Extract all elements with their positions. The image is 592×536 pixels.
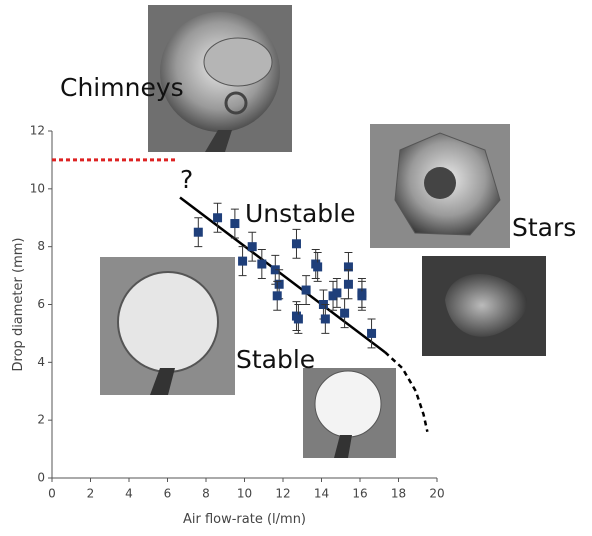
x-tick-label: 6 <box>164 487 172 501</box>
x-tick-label: 18 <box>391 487 406 501</box>
data-point <box>367 328 377 338</box>
y-tick-label: 6 <box>37 297 45 311</box>
x-tick-label: 8 <box>202 487 210 501</box>
data-point <box>238 256 248 266</box>
y-tick-label: 2 <box>37 413 45 427</box>
data-point <box>313 262 323 272</box>
x-axis-label: Air flow-rate (l/mn) <box>183 512 306 527</box>
x-tick-label: 0 <box>48 487 56 501</box>
y-tick-label: 0 <box>37 471 45 485</box>
x-tick-label: 4 <box>125 487 133 501</box>
data-point <box>332 288 342 298</box>
data-point <box>213 213 223 223</box>
annotation: Stable <box>236 345 315 374</box>
annotation: Unstable <box>245 199 356 228</box>
data-point <box>230 219 240 229</box>
photo-chimneys <box>148 5 292 152</box>
x-tick-label: 14 <box>314 487 329 501</box>
data-point <box>343 279 353 289</box>
photo-stable-2 <box>303 368 396 458</box>
data-point <box>340 308 350 318</box>
data-point <box>291 239 301 249</box>
data-point <box>257 259 267 269</box>
annotation: ? <box>180 165 193 194</box>
data-point <box>301 285 311 295</box>
data-point <box>193 227 203 237</box>
photo-stars-2 <box>422 256 546 356</box>
x-tick-label: 10 <box>237 487 252 501</box>
data-point <box>357 291 367 301</box>
photo-stable <box>100 257 235 395</box>
x-tick-label: 16 <box>352 487 367 501</box>
x-tick-label: 2 <box>87 487 95 501</box>
data-point <box>320 314 330 324</box>
x-tick-label: 12 <box>275 487 290 501</box>
y-tick-label: 8 <box>37 239 45 253</box>
annotation: Stars <box>512 213 576 242</box>
y-tick-label: 4 <box>37 355 45 369</box>
y-axis-label: Drop diameter (mm) <box>11 238 26 372</box>
x-tick-label: 20 <box>429 487 444 501</box>
data-point <box>247 242 257 252</box>
data-point <box>293 314 303 324</box>
photo-stars <box>370 124 510 248</box>
y-tick-label: 10 <box>30 181 45 195</box>
fit-line <box>179 196 386 354</box>
data-point <box>272 291 282 301</box>
data-point <box>274 279 284 289</box>
data-point <box>343 262 353 272</box>
y-tick-label: 12 <box>30 124 45 138</box>
annotation: Chimneys <box>60 73 184 102</box>
